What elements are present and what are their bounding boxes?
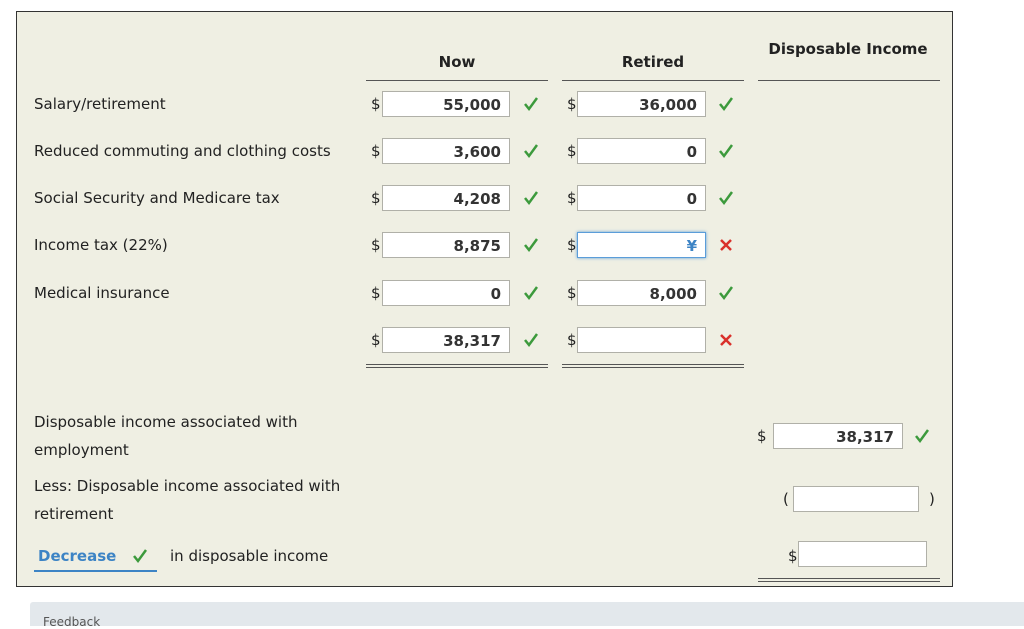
- currency: $: [371, 95, 381, 113]
- currency: $: [567, 284, 577, 302]
- input-field[interactable]: 3,600: [382, 138, 510, 164]
- dropdown-value: Decrease: [38, 547, 117, 565]
- check-icon: [524, 333, 539, 348]
- input-field[interactable]: [793, 486, 919, 512]
- check-icon: [719, 97, 734, 112]
- input-field[interactable]: [577, 327, 706, 353]
- cross-icon: [720, 239, 732, 251]
- input-field[interactable]: 38,317: [382, 327, 510, 353]
- summary-label: Disposable income associated with employ…: [34, 413, 298, 459]
- check-icon: [133, 549, 148, 564]
- header-rule: [562, 80, 744, 81]
- dropdown[interactable]: Decrease: [34, 544, 157, 572]
- row-label: Medical insurance: [34, 284, 170, 302]
- currency: $: [371, 236, 381, 254]
- summary-label: Less: Disposable income associated with …: [34, 477, 341, 523]
- input-field[interactable]: 0: [577, 138, 706, 164]
- input-field[interactable]: 0: [577, 185, 706, 211]
- input-field[interactable]: 55,000: [382, 91, 510, 117]
- paren: (: [783, 490, 789, 508]
- check-icon: [524, 144, 539, 159]
- check-icon: [524, 97, 539, 112]
- currency: $: [788, 547, 798, 565]
- change-text: in disposable income: [170, 547, 329, 565]
- column-header: Retired: [621, 53, 685, 71]
- currency: $: [567, 236, 577, 254]
- total-rule: [366, 364, 548, 368]
- row-label: Social Security and Medicare tax: [34, 189, 280, 207]
- check-icon: [524, 191, 539, 206]
- input-field[interactable]: 36,000: [577, 91, 706, 117]
- currency: $: [371, 189, 381, 207]
- input-field[interactable]: 8,875: [382, 232, 510, 258]
- check-icon: [915, 429, 930, 444]
- input-field[interactable]: ¥: [577, 232, 706, 258]
- currency: $: [567, 142, 577, 160]
- row-label: Salary/retirement: [34, 95, 166, 113]
- currency: $: [567, 189, 577, 207]
- input-field[interactable]: 38,317: [773, 423, 903, 449]
- check-icon: [524, 238, 539, 253]
- header-rule: [758, 80, 940, 81]
- feedback-label: Feedback: [43, 615, 101, 629]
- input-field[interactable]: 0: [382, 280, 510, 306]
- check-icon: [719, 191, 734, 206]
- currency: $: [757, 427, 767, 445]
- check-icon: [719, 286, 734, 301]
- row-label: Income tax (22%): [34, 236, 168, 254]
- input-field[interactable]: [798, 541, 927, 567]
- currency: $: [371, 331, 381, 349]
- check-icon: [719, 144, 734, 159]
- cross-icon: [720, 334, 732, 346]
- currency: $: [567, 95, 577, 113]
- paren: ): [929, 490, 935, 508]
- total-rule: [562, 364, 744, 368]
- currency: $: [567, 331, 577, 349]
- total-rule: [758, 578, 940, 582]
- column-header: Now: [438, 53, 476, 71]
- row-label: Reduced commuting and clothing costs: [34, 142, 331, 160]
- currency: $: [371, 142, 381, 160]
- column-header: Disposable Income: [768, 40, 928, 58]
- check-icon: [524, 286, 539, 301]
- feedback-bar[interactable]: Feedback: [30, 602, 1024, 629]
- currency: $: [371, 284, 381, 302]
- input-field[interactable]: 8,000: [577, 280, 706, 306]
- input-field[interactable]: 4,208: [382, 185, 510, 211]
- header-rule: [366, 80, 548, 81]
